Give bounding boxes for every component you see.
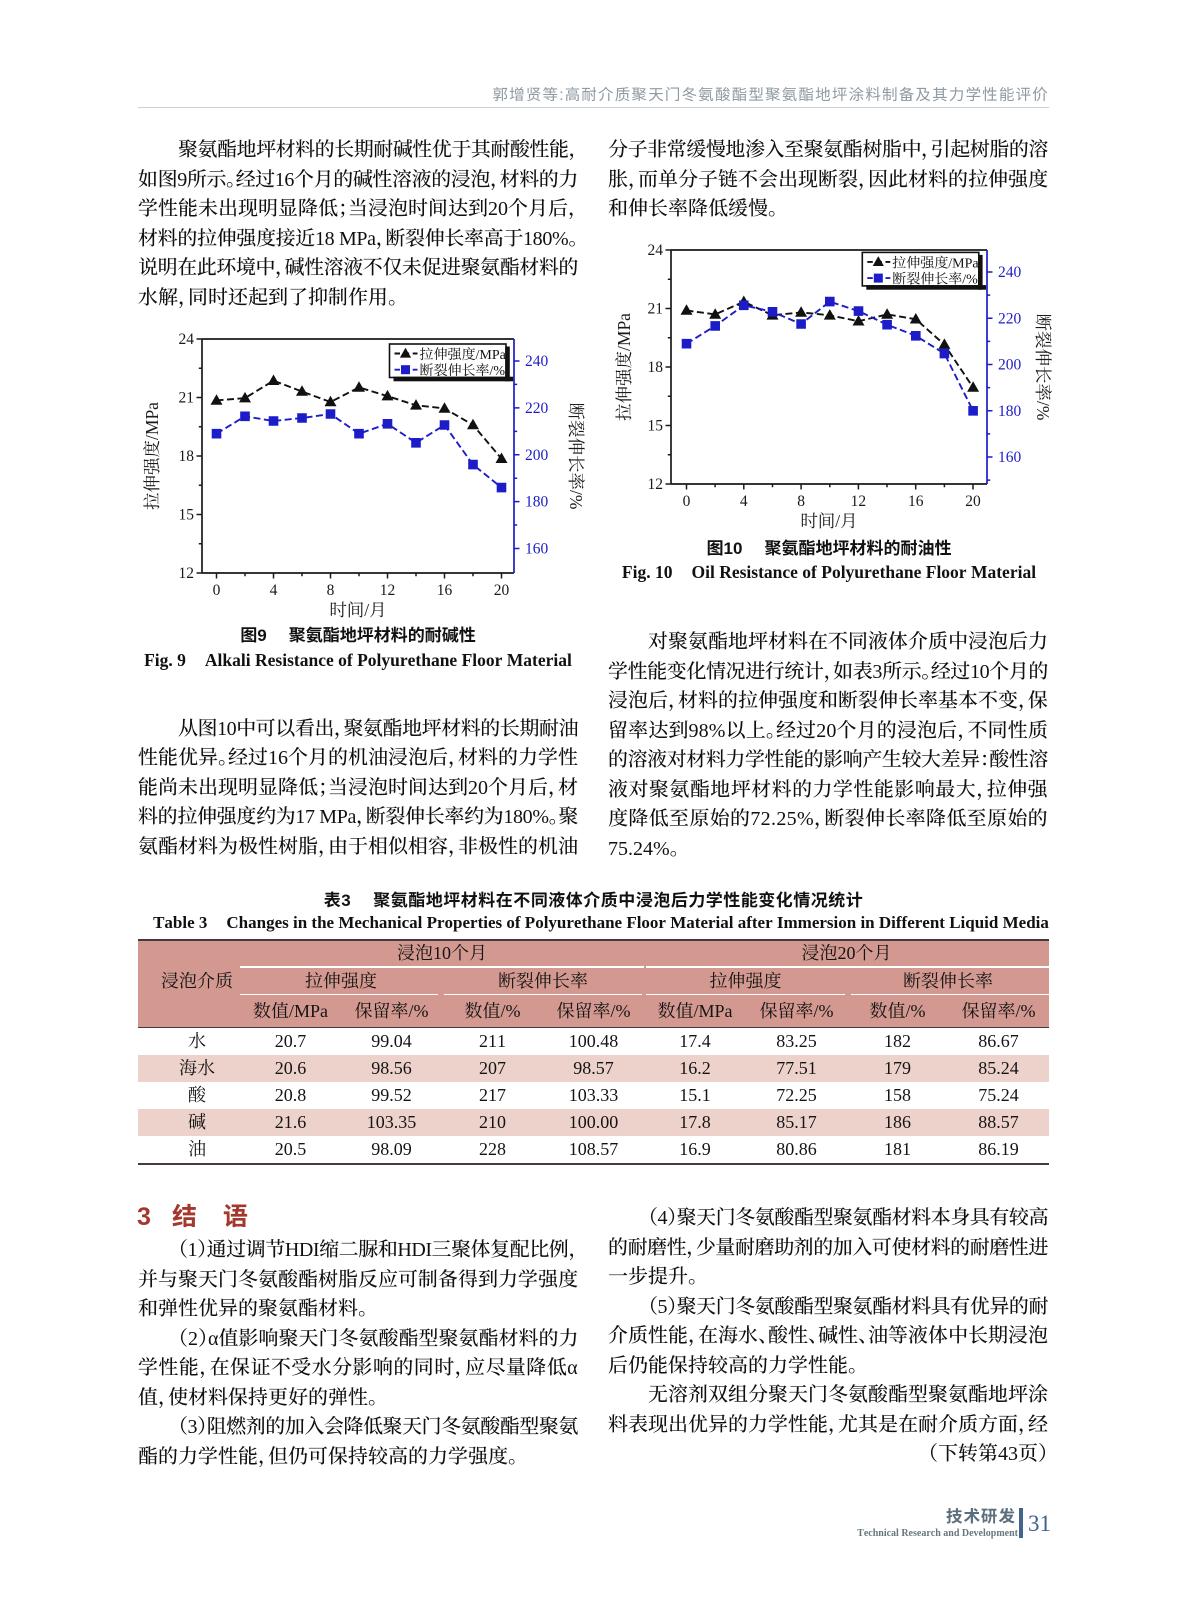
svg-text:4: 4	[740, 493, 748, 510]
svg-text:180: 180	[998, 403, 1022, 420]
svg-text:160: 160	[998, 449, 1022, 466]
svg-text:220: 220	[525, 400, 549, 417]
svg-text:15: 15	[648, 418, 664, 435]
svg-text:时间/月: 时间/月	[800, 511, 857, 531]
svg-text:15: 15	[179, 507, 195, 524]
svg-text:16: 16	[908, 493, 924, 510]
svg-text:0: 0	[213, 582, 221, 599]
svg-text:8: 8	[797, 493, 805, 510]
svg-text:12: 12	[179, 565, 195, 582]
svg-text:240: 240	[525, 353, 549, 370]
svg-text:断裂伸长率/%: 断裂伸长率/%	[1033, 314, 1053, 421]
svg-text:12: 12	[380, 582, 396, 599]
svg-text:时间/月: 时间/月	[329, 600, 386, 620]
svg-text:20: 20	[494, 582, 510, 599]
svg-text:21: 21	[179, 390, 195, 407]
svg-text:24: 24	[648, 242, 664, 259]
svg-text:拉伸强度/MPa: 拉伸强度/MPa	[614, 313, 634, 421]
svg-text:0: 0	[683, 493, 691, 510]
svg-text:断裂伸长率/%: 断裂伸长率/%	[420, 363, 506, 379]
svg-text:拉伸强度/MPa: 拉伸强度/MPa	[142, 402, 162, 510]
svg-text:12: 12	[851, 493, 867, 510]
svg-text:拉伸强度/MPa: 拉伸强度/MPa	[420, 347, 507, 363]
svg-text:20: 20	[965, 493, 981, 510]
svg-text:4: 4	[270, 582, 278, 599]
svg-text:8: 8	[327, 582, 335, 599]
svg-text:180: 180	[525, 494, 549, 511]
svg-text:拉伸强度/MPa: 拉伸强度/MPa	[892, 255, 979, 271]
svg-text:18: 18	[648, 359, 664, 376]
svg-text:12: 12	[648, 476, 664, 493]
svg-text:24: 24	[179, 331, 195, 348]
svg-text:200: 200	[998, 357, 1022, 374]
svg-text:21: 21	[648, 301, 664, 318]
svg-text:18: 18	[179, 448, 195, 465]
svg-text:220: 220	[998, 310, 1022, 327]
svg-text:16: 16	[437, 582, 453, 599]
svg-text:断裂伸长率/%: 断裂伸长率/%	[566, 403, 586, 510]
svg-text:200: 200	[525, 447, 549, 464]
svg-text:240: 240	[998, 264, 1022, 281]
svg-text:断裂伸长率/%: 断裂伸长率/%	[892, 272, 978, 288]
svg-text:160: 160	[525, 541, 549, 558]
